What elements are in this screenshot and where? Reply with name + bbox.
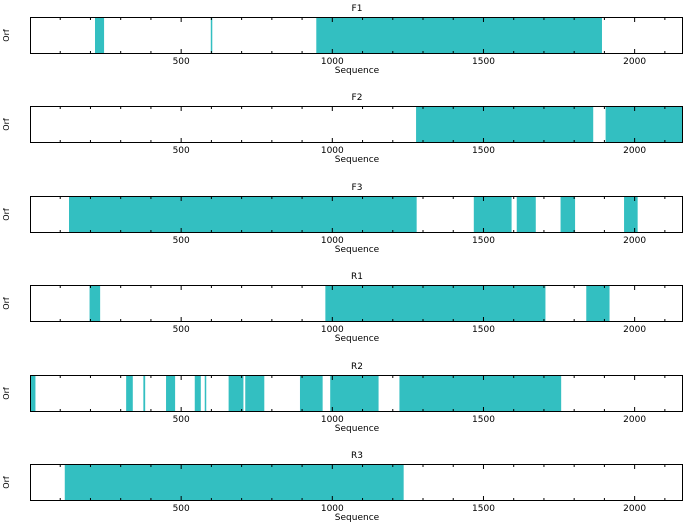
x-tick-label: 500 — [173, 146, 190, 156]
x-tick-label: 1000 — [321, 146, 344, 156]
panel-r3: 500 1000 1500 2000 R3 Sequence Orf — [2, 451, 683, 523]
panel-f1: 500 1000 1500 2000 F1 Sequence Orf — [2, 4, 683, 76]
orf-bar — [89, 285, 101, 322]
x-tick-label: 500 — [173, 504, 190, 514]
panel-title: F2 — [352, 93, 363, 103]
orf-bar — [605, 106, 683, 143]
x-tick-label: 1000 — [321, 236, 344, 246]
x-tick-label: 500 — [173, 57, 190, 67]
y-axis-label: Orf — [2, 297, 11, 310]
orf-bar — [560, 196, 576, 233]
orf-bar — [30, 375, 36, 412]
orf-bar — [126, 375, 133, 412]
orf-bar — [194, 375, 201, 412]
x-tick-label: 2000 — [623, 325, 646, 335]
panel-f2: 500 1000 1500 2000 F2 Sequence Orf — [2, 93, 683, 165]
orf-bar — [473, 196, 512, 233]
orf-bar — [416, 106, 594, 143]
x-axis-label: Sequence — [335, 513, 380, 523]
x-tick-label: 1000 — [321, 57, 344, 67]
x-tick-label: 1500 — [472, 325, 495, 335]
x-tick-label: 1500 — [472, 236, 495, 246]
x-tick-label: 1000 — [321, 504, 344, 514]
y-axis-label: Orf — [2, 29, 11, 42]
x-tick-label: 1000 — [321, 325, 344, 335]
orf-bar — [316, 17, 602, 54]
x-tick-label: 2000 — [623, 236, 646, 246]
panel-title: R1 — [351, 272, 363, 282]
orf-bar — [516, 196, 536, 233]
x-tick-label: 1500 — [472, 415, 495, 425]
y-axis-label: Orf — [2, 387, 11, 400]
orf-bar — [299, 375, 323, 412]
x-tick-label: 1500 — [472, 504, 495, 514]
orf-bar — [64, 464, 404, 501]
panel-r1: 500 1000 1500 2000 R1 Sequence Orf — [2, 272, 683, 344]
orf-bar — [399, 375, 562, 412]
x-tick-label: 2000 — [623, 57, 646, 67]
panel-f3: 500 1000 1500 2000 F3 Sequence Orf — [2, 183, 683, 255]
x-axis-label: Sequence — [335, 155, 380, 165]
orf-bar — [204, 375, 207, 412]
panel-r2: 500 1000 1500 2000 R2 Sequence Orf — [2, 362, 683, 434]
orf-bar — [624, 196, 638, 233]
x-tick-label: 500 — [173, 236, 190, 246]
x-axis-label: Sequence — [335, 334, 380, 344]
x-axis-label: Sequence — [335, 424, 380, 434]
panel-title: F1 — [352, 4, 363, 14]
x-tick-label: 2000 — [623, 504, 646, 514]
orf-bar — [210, 17, 213, 54]
orf-bar — [166, 375, 176, 412]
x-tick-label: 2000 — [623, 146, 646, 156]
x-axis-label: Sequence — [335, 245, 380, 255]
orf-bar — [69, 196, 417, 233]
x-tick-label: 1000 — [321, 415, 344, 425]
orf-bar — [95, 17, 105, 54]
x-tick-label: 500 — [173, 325, 190, 335]
panel-title: F3 — [352, 183, 363, 193]
orf-bar — [228, 375, 244, 412]
panel-title: R3 — [351, 451, 363, 461]
x-tick-label: 1500 — [472, 146, 495, 156]
x-axis-label: Sequence — [335, 66, 380, 76]
panel-title: R2 — [351, 362, 363, 372]
x-tick-label: 2000 — [623, 415, 646, 425]
orf-bar — [143, 375, 146, 412]
orf-bar — [325, 285, 546, 322]
x-tick-label: 500 — [173, 415, 190, 425]
orf-bar — [586, 285, 610, 322]
y-axis-label: Orf — [2, 118, 11, 131]
y-axis-label: Orf — [2, 208, 11, 221]
y-axis-label: Orf — [2, 476, 11, 489]
x-tick-label: 1500 — [472, 57, 495, 67]
orf-bar — [330, 375, 379, 412]
orf-bar — [245, 375, 265, 412]
